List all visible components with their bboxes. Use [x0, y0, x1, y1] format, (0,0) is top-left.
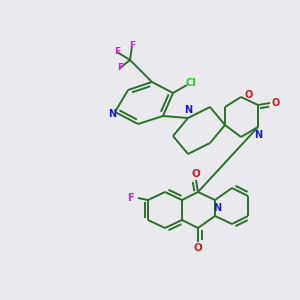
Text: O: O: [194, 243, 202, 253]
Text: N: N: [108, 109, 116, 119]
Text: N: N: [254, 130, 262, 140]
Text: N: N: [213, 203, 221, 213]
Text: Cl: Cl: [186, 78, 196, 88]
Text: O: O: [192, 169, 200, 179]
Text: F: F: [129, 41, 135, 50]
Text: O: O: [272, 98, 280, 108]
Text: N: N: [184, 105, 192, 115]
Text: F: F: [117, 64, 123, 73]
Text: O: O: [245, 90, 253, 100]
Text: F: F: [114, 47, 120, 56]
Text: F: F: [127, 193, 133, 203]
